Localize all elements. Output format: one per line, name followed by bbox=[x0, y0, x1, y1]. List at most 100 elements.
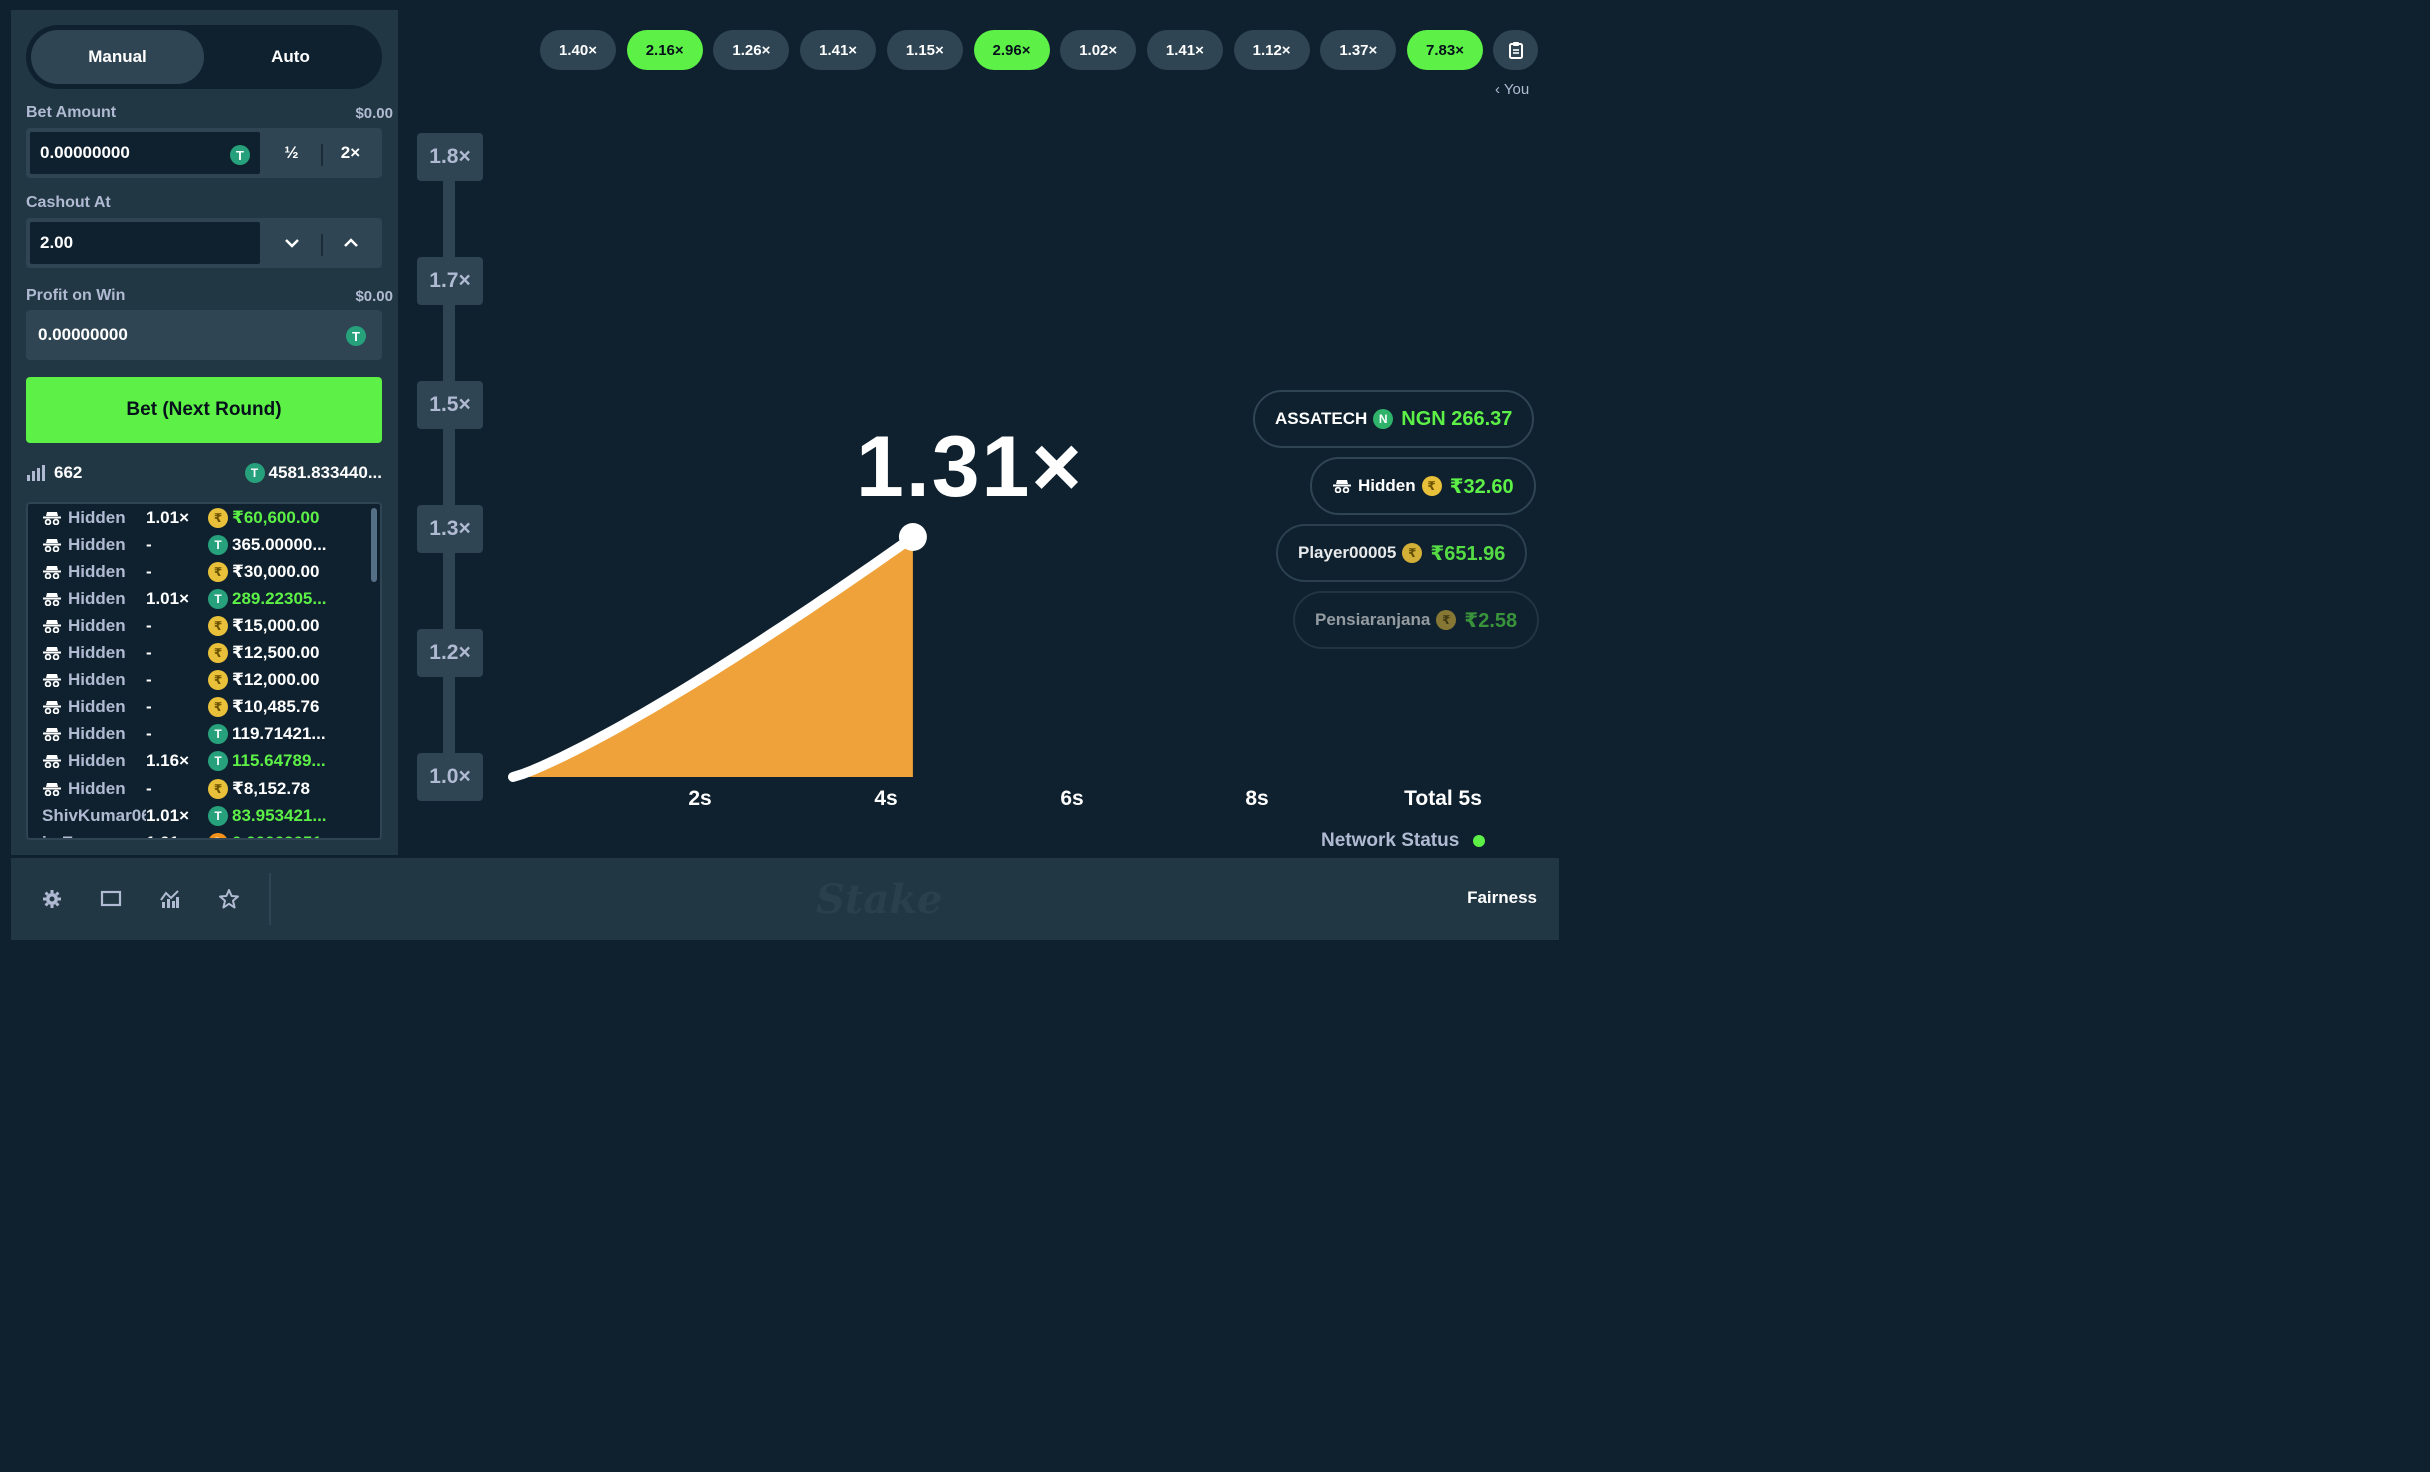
bet-amount-value: ₹8,152.78 bbox=[232, 778, 311, 798]
bet-amount-value: 0.00000000 bbox=[40, 143, 130, 162]
bet-row: Hidden - ₹ ₹12,000.00 bbox=[28, 667, 368, 694]
bet-multiplier: - bbox=[146, 534, 152, 554]
bet-amount: T 115.64789... bbox=[208, 751, 368, 772]
bet-amount: T 119.71421... bbox=[208, 724, 368, 745]
bet-row: Hidden 1.16× T 115.64789... bbox=[28, 748, 368, 775]
currency-coin-icon: ₹ bbox=[208, 507, 228, 528]
double-button[interactable]: 2× bbox=[321, 130, 380, 176]
incognito-icon bbox=[43, 647, 61, 660]
bet-amount: ₿ 0.00063051 bbox=[208, 832, 368, 838]
bet-multiplier: - bbox=[146, 670, 152, 690]
history-pill[interactable]: 2.16× bbox=[626, 30, 703, 70]
currency-coin-icon: ₹ bbox=[208, 778, 228, 799]
history-pill[interactable]: 2.96× bbox=[973, 30, 1050, 70]
history-pill[interactable]: 1.26× bbox=[713, 30, 790, 70]
cashout-input[interactable]: 2.00 bbox=[28, 220, 262, 266]
bets-list[interactable]: Hidden 1.01× ₹ ₹60,600.00 Hidden - T 365.00000.… bbox=[26, 502, 382, 840]
bet-row: Hidden - ₹ ₹15,000.00 bbox=[28, 612, 368, 639]
bets-list-scrollbar[interactable] bbox=[371, 508, 377, 582]
history-button[interactable] bbox=[1493, 30, 1538, 70]
bet-multiplier: 1.16× bbox=[146, 751, 190, 771]
bet-amount: ₹ ₹12,000.00 bbox=[208, 670, 368, 691]
stats-icon[interactable] bbox=[159, 888, 181, 910]
history-pill[interactable]: 7.83× bbox=[1407, 30, 1483, 70]
bet-row: imEmperor 1.01×₿ 0.00063051 bbox=[28, 829, 368, 838]
graph-area bbox=[513, 537, 913, 777]
history-pill[interactable]: 1.40× bbox=[540, 30, 616, 70]
bet-player: Hidden bbox=[28, 589, 146, 609]
star-icon[interactable] bbox=[218, 888, 240, 910]
history-pill[interactable]: 1.41× bbox=[800, 30, 877, 70]
bet-button[interactable]: Bet (Next Round) bbox=[26, 377, 382, 443]
chevron-down-icon bbox=[284, 239, 299, 248]
bet-amount: ₹ ₹60,600.00 bbox=[208, 507, 368, 528]
profit-label: Profit on Win bbox=[26, 287, 126, 304]
winner-pill: Player00005 ₹ ₹651.96 bbox=[1276, 524, 1528, 582]
bet-amount: T 365.00000... bbox=[208, 534, 368, 555]
tab-auto[interactable]: Auto bbox=[271, 47, 310, 66]
gear-icon[interactable] bbox=[41, 888, 63, 910]
cashout-label: Cashout At bbox=[26, 194, 111, 211]
bet-player: Hidden bbox=[28, 697, 146, 717]
bet-amount-value: 115.64789... bbox=[232, 751, 326, 771]
bet-row: Hidden - ₹ ₹12,500.00 bbox=[28, 640, 368, 667]
winner-name: Hidden bbox=[1358, 476, 1416, 495]
currency-coin-icon: ₹ bbox=[208, 615, 228, 636]
network-status: Network Status bbox=[1321, 830, 1486, 852]
currency-coin-icon: ₹ bbox=[208, 697, 228, 718]
bet-amount-value: ₹12,500.00 bbox=[232, 643, 320, 662]
bet-player-name: imEmperor bbox=[42, 833, 132, 838]
x-tick-label: 2s bbox=[688, 787, 712, 810]
bet-multiplier: 1.01× bbox=[146, 588, 190, 608]
current-multiplier: 1.31× bbox=[856, 419, 1084, 515]
you-label-text: You bbox=[1503, 81, 1530, 98]
bet-amount: T 83.953421... bbox=[208, 805, 368, 826]
cashout-value: 2.00 bbox=[40, 233, 74, 252]
bet-amount-value: ₹10,485.76 bbox=[232, 697, 320, 717]
cashout-decrease-button[interactable] bbox=[262, 220, 321, 266]
incognito-icon bbox=[43, 511, 61, 525]
bet-sidebar: Manual Auto Bet Amount $0.00 0.00000000 … bbox=[11, 10, 398, 855]
currency-coin-icon: T bbox=[208, 724, 228, 745]
winner-pill: Hidden ₹ ₹32.60 bbox=[1310, 457, 1536, 515]
bet-amount: ₹ ₹15,000.00 bbox=[208, 615, 368, 636]
players-count-value: 662 bbox=[54, 463, 83, 482]
tab-manual[interactable]: Manual bbox=[31, 30, 204, 84]
currency-coin-icon: T bbox=[208, 805, 228, 826]
y-tick-label: 1.3× bbox=[417, 505, 483, 553]
half-button[interactable]: ½ bbox=[284, 143, 299, 162]
bet-multiplier: - bbox=[146, 778, 152, 798]
bet-amount-value: 0.00063051 bbox=[232, 833, 322, 838]
history-pill[interactable]: 1.37× bbox=[1320, 30, 1397, 70]
x-tick-label: 6s bbox=[1060, 787, 1084, 810]
profit-row: 0.00000000 T bbox=[26, 310, 382, 360]
bet-player: ShivKumar06: bbox=[28, 806, 146, 826]
history-pill[interactable]: 1.02× bbox=[1060, 30, 1137, 70]
bet-row: Hidden - T 365.00000... bbox=[28, 531, 368, 558]
players-count: 662 bbox=[26, 463, 82, 483]
theatre-mode-icon[interactable] bbox=[100, 888, 122, 910]
history-pill[interactable]: 1.15× bbox=[886, 30, 963, 70]
cashout-increase-button[interactable] bbox=[321, 220, 380, 266]
winner-name: Pensiaranjana bbox=[1315, 610, 1431, 629]
history-pill[interactable]: 1.41× bbox=[1146, 30, 1223, 70]
bet-player: Hidden bbox=[28, 751, 146, 771]
incognito-icon bbox=[43, 782, 61, 796]
incognito-icon bbox=[43, 755, 61, 769]
y-tick-label: 1.0× bbox=[417, 753, 483, 801]
chevron-left-icon: ‹ bbox=[1495, 81, 1504, 98]
history-pill[interactable]: 1.12× bbox=[1233, 30, 1310, 70]
bet-amount-value: 119.71421... bbox=[232, 724, 326, 744]
x-tick-label: 4s bbox=[874, 787, 898, 810]
bet-player: Hidden bbox=[28, 562, 146, 582]
bet-player-name: Hidden bbox=[68, 615, 126, 635]
bet-amount-value: ₹15,000.00 bbox=[232, 615, 320, 635]
y-axis bbox=[443, 160, 455, 790]
bet-amount-input[interactable]: 0.00000000 T bbox=[28, 130, 262, 176]
graph-current-point bbox=[898, 523, 927, 551]
incognito-icon bbox=[43, 728, 61, 742]
bet-amount: ₹ ₹12,500.00 bbox=[208, 643, 368, 663]
incognito-icon bbox=[1333, 480, 1351, 493]
you-link[interactable]: ‹ You bbox=[1495, 81, 1529, 98]
fairness-link[interactable]: Fairness bbox=[1467, 888, 1537, 907]
